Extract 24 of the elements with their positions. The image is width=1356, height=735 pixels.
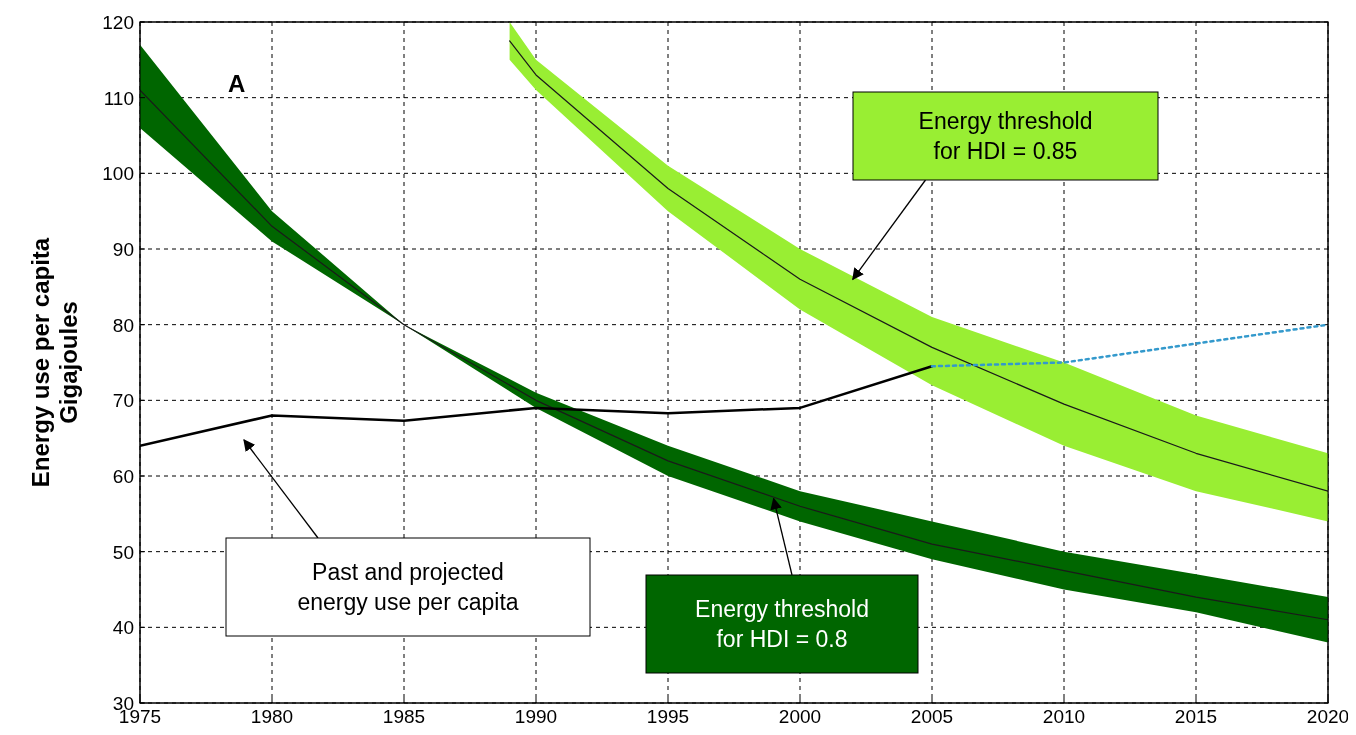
x-tick-label: 1995	[646, 706, 690, 727]
y-tick-label: 90	[112, 239, 134, 260]
y-tick-label: 100	[102, 163, 134, 185]
y-axis-title: Energy use per capita Gigajoules	[27, 237, 82, 488]
x-tick-label: 2005	[910, 706, 954, 727]
y-tick-label: 120	[102, 12, 134, 33]
x-tick-label: 1990	[514, 706, 558, 727]
y-tick-label: 70	[112, 390, 134, 412]
y-tick-label: 60	[112, 466, 134, 487]
y-tick-label: 40	[112, 617, 134, 639]
x-tick-label: 2020	[1306, 706, 1350, 727]
y-tick-label: 50	[112, 541, 134, 563]
line-series	[930, 323, 1328, 368]
x-tick-label: 1980	[250, 706, 294, 727]
x-tick-label: 1985	[382, 706, 426, 727]
x-tick-label: 2000	[778, 706, 822, 727]
annotation: A	[228, 70, 246, 97]
x-tick-label: 2010	[1042, 706, 1086, 727]
annotation: Energy threshold for HDI = 0.8	[695, 596, 869, 652]
x-tick-label: 2015	[1174, 706, 1218, 727]
annotation: Past and projected energy use per capita	[297, 559, 519, 615]
y-tick-label: 110	[103, 87, 134, 109]
y-tick-label: 80	[112, 314, 134, 336]
annotation: Energy threshold for HDI = 0.85	[918, 108, 1093, 164]
